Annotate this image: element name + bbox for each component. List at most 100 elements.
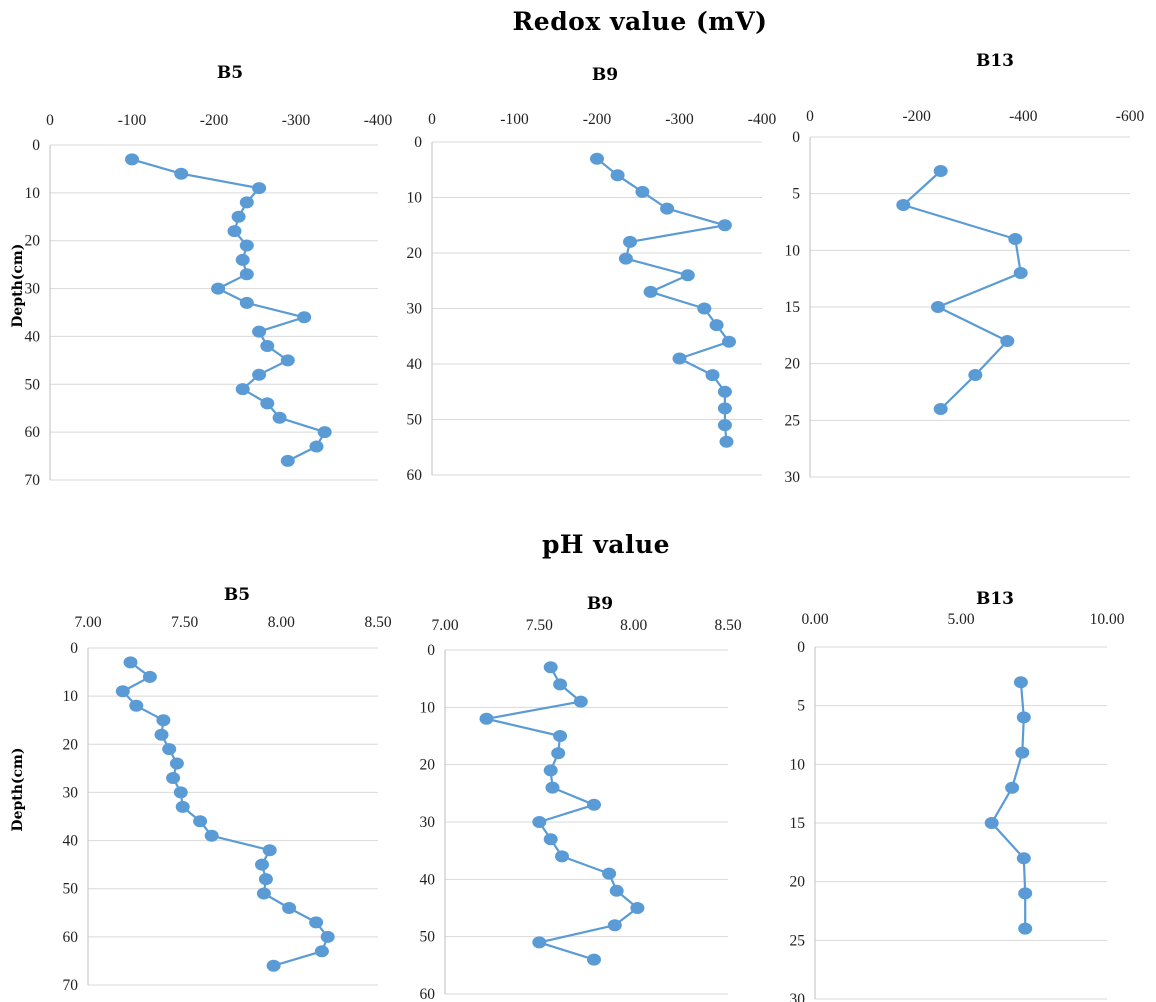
chart-panel: 0 5 10 15 20 25 30 0.00 5.00 10.00 B13 — [790, 589, 1125, 1002]
data-point — [672, 352, 687, 365]
y-tick-label: 50 — [407, 412, 423, 429]
data-point — [174, 167, 189, 180]
x-tick-label: 10.00 — [1090, 611, 1125, 628]
data-point — [1005, 781, 1020, 794]
x-tick-label: 8.00 — [620, 617, 647, 634]
data-point — [252, 368, 267, 381]
data-point — [717, 219, 732, 232]
y-tick-label: 10 — [63, 688, 79, 705]
y-tick-label: 30 — [785, 469, 801, 486]
series-line — [596, 157, 731, 442]
data-point — [260, 397, 275, 410]
panel-title: B5 — [224, 585, 250, 605]
panel-title: B13 — [976, 589, 1014, 609]
y-tick-label: 10 — [420, 699, 436, 716]
data-point — [262, 844, 277, 857]
x-tick-label: 0 — [806, 108, 814, 125]
x-tick-label: -200 — [200, 112, 229, 129]
y-tick-label: 25 — [790, 932, 806, 949]
data-point — [156, 714, 171, 727]
data-point — [115, 685, 130, 698]
chart-panel: 0 10 20 30 40 50 60 70 0 -100 -200 -300 -400 B5 Depth(… — [10, 63, 392, 489]
data-point — [709, 319, 724, 332]
chart-panel: 0 10 20 30 40 50 60 7.00 7.50 8.00 8.50 B9 — [420, 594, 742, 1002]
data-point — [235, 253, 250, 266]
y-tick-label: 50 — [63, 881, 79, 898]
data-point — [256, 887, 271, 900]
data-point — [933, 165, 948, 177]
y-tick-label: 60 — [407, 467, 423, 484]
data-point — [317, 426, 332, 439]
chart-panel: 0 10 20 30 40 50 60 70 7.00 7.50 8.00 8.50 B5 Depth(c… — [10, 585, 392, 994]
y-tick-label: 10 — [407, 190, 423, 207]
data-point — [252, 325, 267, 338]
data-point — [680, 269, 695, 282]
x-tick-label: -400 — [364, 112, 393, 129]
data-point — [175, 800, 190, 813]
data-point — [587, 953, 601, 966]
chart-panel: 0 5 10 15 20 25 30 0 -200 -400 -600 B13 — [785, 51, 1145, 486]
data-point — [635, 185, 650, 198]
y-tick-label: 30 — [25, 281, 41, 298]
y-tick-label: 0 — [70, 640, 78, 657]
ph-section-title: pH value — [542, 530, 670, 559]
data-point — [280, 454, 295, 467]
data-point — [896, 199, 911, 211]
data-point — [1013, 267, 1028, 279]
data-point — [129, 699, 144, 712]
x-tick-label: -200 — [902, 108, 931, 125]
y-tick-label: 10 — [25, 185, 41, 202]
y-tick-label: 10 — [785, 242, 801, 259]
redox-section-title: Redox value (mV) — [513, 7, 768, 36]
chart-panel: 0 10 20 30 40 50 60 0 -100 -200 -300 -400 B9 — [407, 65, 777, 484]
y-tick-label: 5 — [792, 186, 800, 203]
series-line — [121, 661, 329, 967]
data-point — [239, 196, 254, 209]
data-point — [1018, 922, 1033, 935]
data-point — [1015, 746, 1030, 759]
data-point — [717, 402, 732, 415]
data-point — [543, 833, 558, 846]
y-tick-label: 20 — [785, 356, 801, 373]
data-point — [532, 816, 547, 828]
x-tick-label: 5.00 — [947, 611, 974, 628]
x-tick-label: -400 — [748, 111, 777, 128]
series-line — [485, 666, 639, 961]
x-tick-label: 7.50 — [526, 617, 553, 634]
panel-title: B9 — [587, 594, 613, 614]
x-tick-label: 7.00 — [431, 617, 458, 634]
y-tick-label: 20 — [407, 245, 423, 262]
data-point — [193, 815, 208, 828]
data-point — [545, 781, 560, 794]
data-point — [630, 902, 645, 914]
y-tick-label: 0 — [32, 137, 40, 154]
data-point — [555, 850, 569, 863]
data-point — [609, 884, 624, 897]
data-point — [623, 235, 637, 248]
data-point — [125, 153, 139, 166]
x-tick-label: 8.00 — [268, 614, 295, 631]
y-tick-label: 20 — [25, 233, 41, 250]
x-tick-label: 7.50 — [171, 614, 198, 631]
x-tick-label: 0 — [428, 111, 436, 128]
y-tick-label: 5 — [797, 698, 805, 715]
y-tick-label: 40 — [25, 328, 41, 345]
y-tick-label: 10 — [790, 756, 806, 773]
panel-title: B9 — [592, 65, 618, 85]
data-point — [590, 152, 604, 165]
data-point — [553, 730, 568, 742]
y-tick-label: 70 — [63, 977, 79, 994]
y-tick-label: 60 — [420, 986, 436, 1002]
data-point — [239, 268, 254, 281]
y-tick-label: 30 — [407, 301, 423, 318]
data-point — [227, 225, 242, 238]
data-point — [551, 747, 566, 760]
data-point — [1008, 233, 1023, 245]
x-tick-label: 0 — [46, 112, 54, 129]
y-tick-label: 0 — [792, 129, 800, 146]
y-tick-label: 50 — [25, 376, 41, 393]
data-point — [162, 743, 177, 756]
data-point — [705, 369, 720, 382]
data-point — [532, 936, 547, 949]
